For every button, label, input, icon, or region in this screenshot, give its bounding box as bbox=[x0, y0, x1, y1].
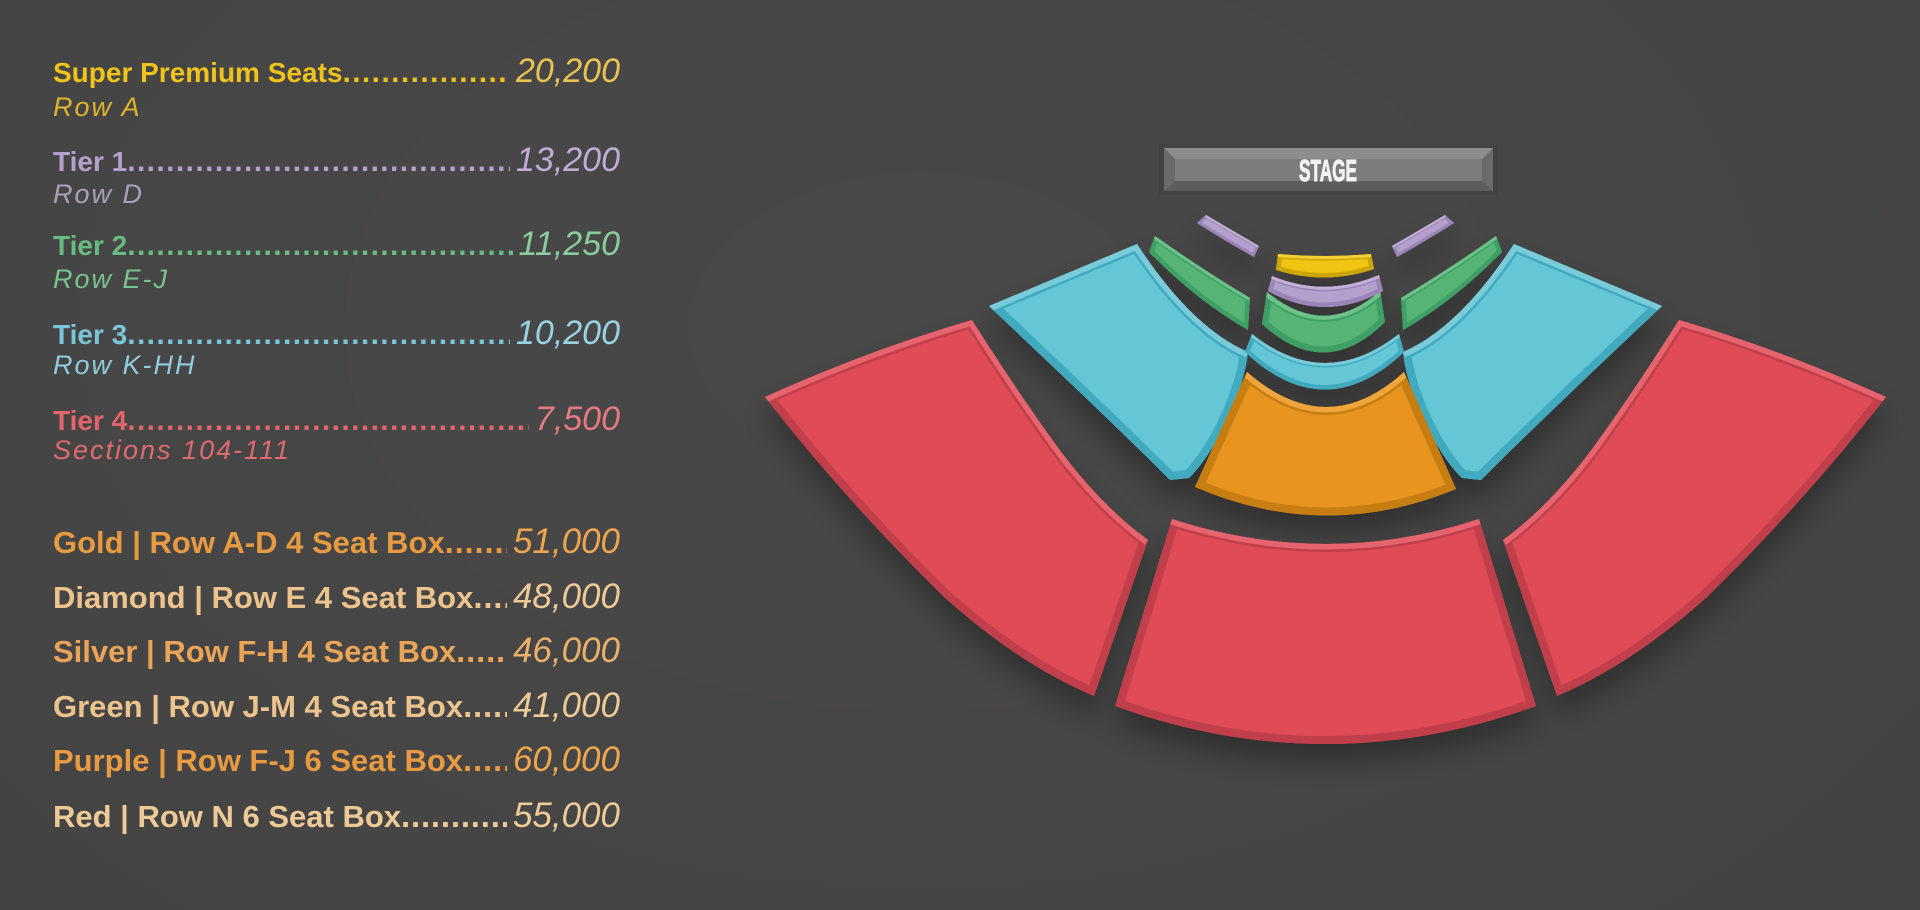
svg-text:STAGE: STAGE bbox=[1299, 153, 1357, 188]
